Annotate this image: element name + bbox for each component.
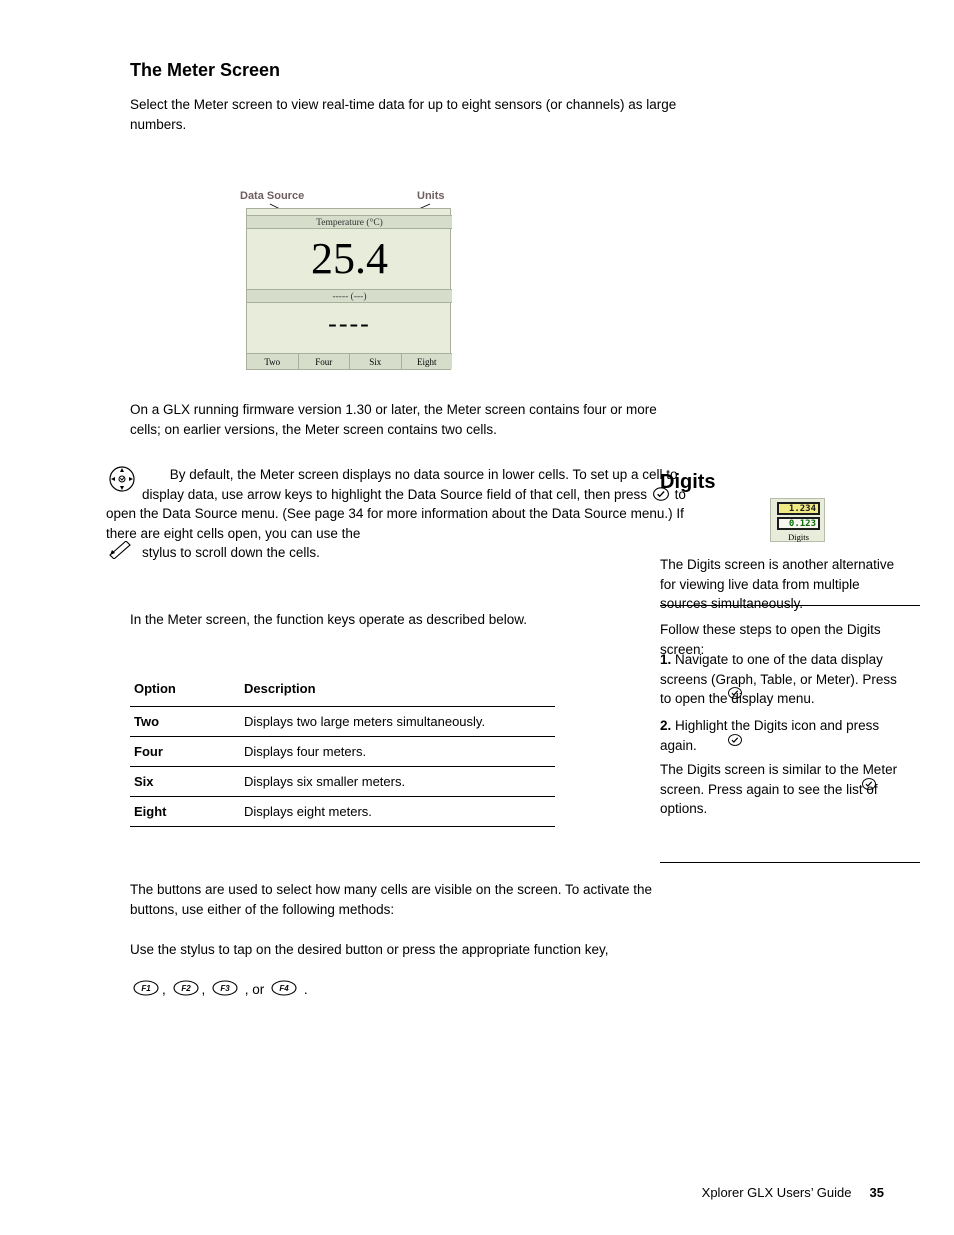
- options-table: Option Description Two Displays two larg…: [130, 675, 555, 827]
- footer-pagenum: 35: [870, 1185, 884, 1200]
- cell2-value: ----: [247, 309, 452, 339]
- ok-icon: [862, 777, 876, 791]
- para-function-keys-intro: In the Meter screen, the function keys o…: [130, 610, 690, 630]
- svg-text:F4: F4: [279, 984, 289, 993]
- digits-thumb-caption: Digits: [771, 532, 826, 542]
- cell1-bar: Temperature (°C): [247, 215, 452, 229]
- page-footer: Xplorer GLX Users’ Guide 35: [702, 1185, 884, 1200]
- para-setup: By default, the Meter screen displays no…: [106, 465, 686, 563]
- btn-four[interactable]: Four: [299, 354, 351, 369]
- table-row: Two Displays two large meters simultaneo…: [130, 707, 555, 737]
- setup-text-4: to scroll down the cells.: [180, 545, 320, 560]
- svg-text:F3: F3: [220, 984, 230, 993]
- meter-button-row: Two Four Six Eight: [247, 353, 452, 369]
- ok-icon: [728, 733, 742, 747]
- aftertable-text-mid: , or: [245, 982, 268, 997]
- ok-icon: [728, 686, 742, 700]
- digits-step-2: 2. Highlight the Digits icon and press a…: [660, 716, 900, 755]
- intro-paragraph: Select the Meter screen to view real-tim…: [130, 95, 690, 134]
- digits-heading: Digits: [660, 468, 900, 497]
- setup-text-arrowkeys: arrow keys: [247, 487, 312, 502]
- para-after-table-2: Use the stylus to tap on the desired but…: [130, 940, 690, 1000]
- digits-thumb-row1: 1.234: [777, 502, 820, 515]
- th-desc: Description: [240, 675, 555, 707]
- setup-text-stylus: stylus: [142, 545, 177, 560]
- cell1-value: 25.4: [247, 233, 452, 284]
- digits-step-3: The Digits screen is similar to the Mete…: [660, 760, 920, 819]
- table-row: Six Displays six smaller meters.: [130, 767, 555, 797]
- th-option: Option: [130, 675, 240, 707]
- digits-thumb-row2: 0.123: [777, 517, 820, 530]
- step2-text: Highlight the Digits icon and press agai…: [660, 718, 879, 753]
- td-desc: Displays two large meters simultaneously…: [240, 707, 555, 737]
- btn-six[interactable]: Six: [350, 354, 402, 369]
- td-option: Two: [130, 707, 240, 737]
- aftertable-text-1: Use the stylus to tap on the desired but…: [130, 942, 609, 957]
- td-option: Six: [130, 767, 240, 797]
- step1-text: Navigate to one of the data display scre…: [660, 652, 897, 706]
- td-option: Four: [130, 737, 240, 767]
- arrow-keys-icon: [108, 465, 136, 493]
- meter-panel: Temperature (°C) 25.4 ----- (---) ---- T…: [246, 208, 451, 370]
- footer-text: Xplorer GLX Users’ Guide: [702, 1185, 852, 1200]
- hr-digits-bottom: [660, 862, 920, 863]
- td-desc: Displays eight meters.: [240, 797, 555, 827]
- td-desc: Displays four meters.: [240, 737, 555, 767]
- para-firmware-note: On a GLX running firmware version 1.30 o…: [130, 400, 690, 439]
- btn-two[interactable]: Two: [247, 354, 299, 369]
- td-option: Eight: [130, 797, 240, 827]
- f3-key-icon: F3: [211, 979, 239, 997]
- para-after-table-1: The buttons are used to select how many …: [130, 880, 690, 919]
- svg-text:F1: F1: [141, 984, 151, 993]
- td-desc: Displays six smaller meters.: [240, 767, 555, 797]
- svg-text:F2: F2: [181, 984, 191, 993]
- table-row: Eight Displays eight meters.: [130, 797, 555, 827]
- aftertable-text-end: .: [304, 982, 308, 997]
- f2-key-icon: F2: [172, 979, 200, 997]
- section-title: The Meter Screen: [130, 60, 280, 81]
- f1-key-icon: F1: [132, 979, 160, 997]
- table-row: Four Displays four meters.: [130, 737, 555, 767]
- digits-step-1: 1. Navigate to one of the data display s…: [660, 650, 900, 709]
- setup-text-2: to highlight the Data Source field of th…: [316, 487, 651, 502]
- btn-eight[interactable]: Eight: [402, 354, 453, 369]
- stylus-icon: [108, 541, 134, 559]
- cell2-bar: ----- (---): [247, 289, 452, 303]
- hr-digits: [660, 605, 920, 606]
- f4-key-icon: F4: [270, 979, 298, 997]
- digits-softkey[interactable]: 1.234 0.123 Digits: [770, 498, 825, 542]
